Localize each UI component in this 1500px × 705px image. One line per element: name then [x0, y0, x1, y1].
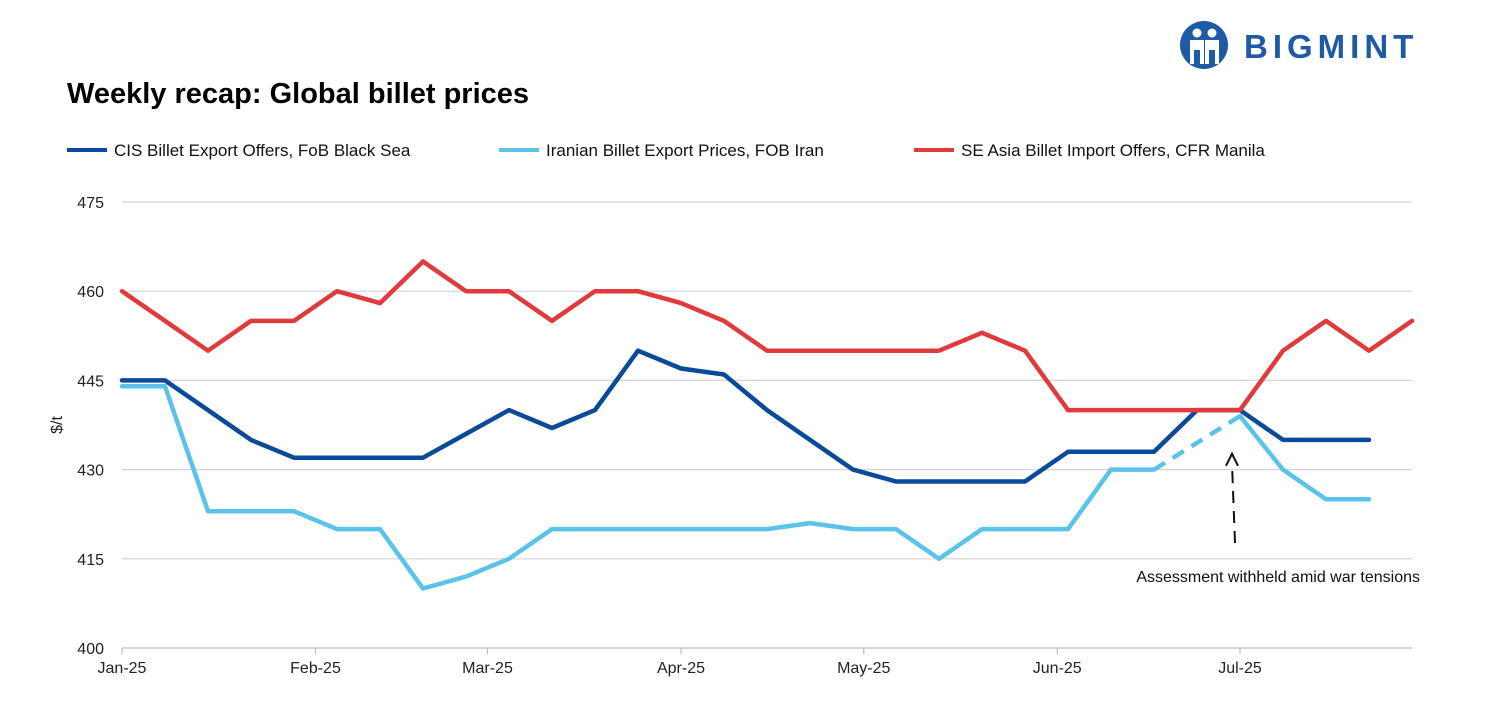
y-tick-label-430: 430 — [77, 463, 104, 480]
x-tick-label-Apr-25: Apr-25 — [657, 660, 705, 677]
series-line-2-seg-0 — [119, 259, 1415, 413]
legend-swatch-cis — [67, 147, 107, 152]
x-tick-label-Feb-25: Feb-25 — [290, 660, 341, 677]
x-tick-label-Jan-25: Jan-25 — [98, 660, 147, 677]
bigmint-logo-text: BIGMINT — [1244, 28, 1419, 65]
x-tick-label-Jul-25: Jul-25 — [1218, 660, 1262, 677]
bigmint-logo: BIGMINT — [1176, 20, 1456, 70]
series-lines — [119, 259, 1415, 591]
grid-lines — [122, 201, 1412, 560]
legend-item-seasia: SE Asia Billet Import Offers, CFR Manila — [914, 141, 1265, 161]
y-tick-label-400: 400 — [77, 641, 104, 658]
y-tick-label-475: 475 — [77, 195, 104, 212]
x-tick-label-Jun-25: Jun-25 — [1033, 660, 1082, 677]
x-tick-label-Mar-25: Mar-25 — [462, 660, 513, 677]
y-axis-label: $/t — [49, 416, 66, 434]
y-tick-label-460: 460 — [77, 284, 104, 301]
axes: 400 415 430 445 460 475 Jan-25 Feb-25 Mar-25 Apr-… — [49, 195, 1412, 677]
series-line-1-seg-0 — [119, 384, 1157, 591]
bigmint-logo-icon — [1180, 21, 1228, 69]
series-line-1-seg-1 — [1237, 413, 1372, 502]
chart-title: Weekly recap: Global billet prices — [67, 78, 530, 110]
legend-item-iran: Iranian Billet Export Prices, FOB Iran — [499, 141, 824, 161]
legend-swatch-seasia — [914, 147, 954, 152]
legend-item-cis: CIS Billet Export Offers, FoB Black Sea — [67, 141, 410, 161]
x-tick-label-May-25: May-25 — [837, 660, 890, 677]
annotation-arrow-line — [1231, 463, 1236, 544]
y-tick-label-445: 445 — [77, 373, 104, 390]
y-tick-label-415: 415 — [77, 552, 104, 569]
legend-label-seasia: SE Asia Billet Import Offers, CFR Manila — [961, 141, 1265, 160]
legend-label-cis: CIS Billet Export Offers, FoB Black Sea — [114, 141, 411, 160]
series-line-1-dashed — [1152, 414, 1242, 472]
legend-swatch-iran — [499, 147, 539, 152]
annotation: Assessment withheld amid war tensions — [1136, 451, 1420, 586]
annotation-label: Assessment withheld amid war tensions — [1136, 569, 1420, 586]
series-line-0-seg-0 — [119, 348, 1372, 484]
legend-label-iran: Iranian Billet Export Prices, FOB Iran — [546, 141, 824, 160]
annotation-arrow-head — [1225, 451, 1239, 467]
